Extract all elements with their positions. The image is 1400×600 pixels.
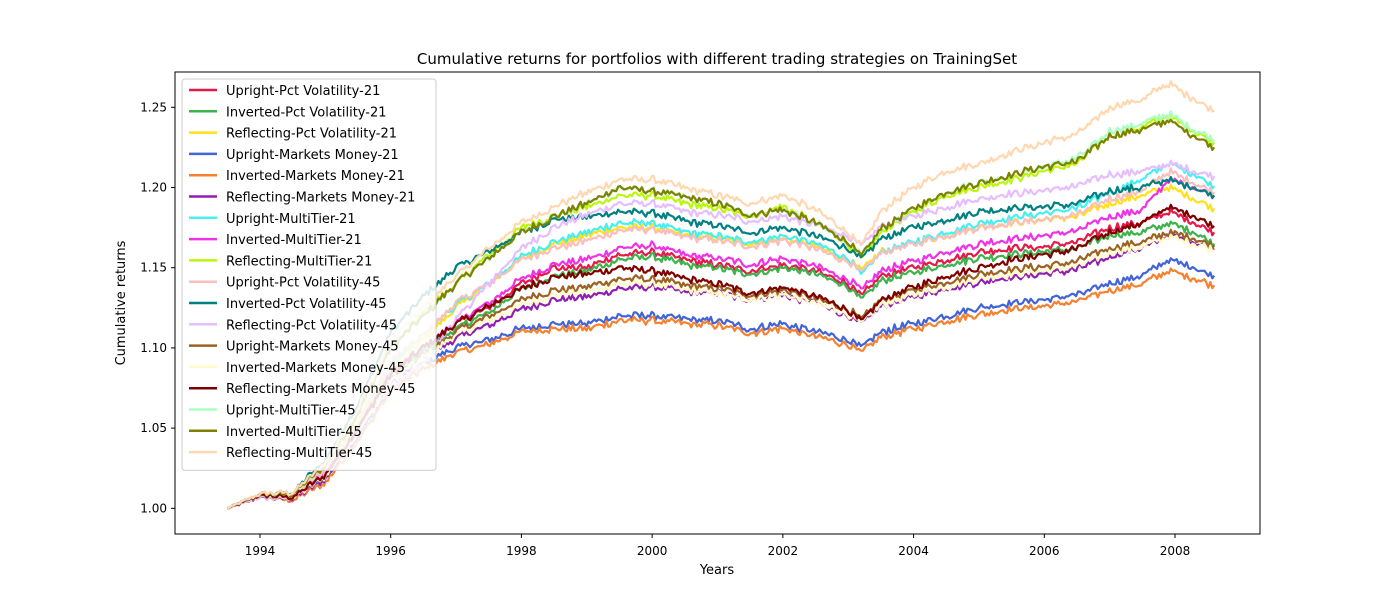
legend-label: Upright-Markets Money-45 bbox=[226, 340, 399, 355]
chart-title: Cumulative returns for portfolios with d… bbox=[417, 50, 1017, 68]
y-tick-label: 1.10 bbox=[140, 341, 167, 355]
legend-entry: Reflecting-Pct Volatility-21 bbox=[189, 127, 397, 142]
x-tick-label: 2004 bbox=[898, 544, 929, 558]
legend-entry: Upright-Pct Volatility-21 bbox=[189, 84, 380, 99]
y-tick-label: 1.15 bbox=[140, 261, 167, 275]
legend-label: Inverted-Markets Money-21 bbox=[226, 169, 405, 184]
legend-label: Reflecting-Markets Money-21 bbox=[226, 191, 415, 206]
legend-label: Inverted-Pct Volatility-21 bbox=[226, 105, 387, 120]
legend-label: Inverted-Markets Money-45 bbox=[226, 361, 405, 376]
x-tick-label: 2002 bbox=[768, 544, 799, 558]
x-tick-label: 1996 bbox=[375, 544, 406, 558]
x-tick-label: 1994 bbox=[245, 544, 276, 558]
legend-entry: Inverted-Markets Money-45 bbox=[189, 361, 405, 376]
legend-label: Reflecting-MultiTier-21 bbox=[226, 254, 372, 269]
legend-entry: Upright-Markets Money-45 bbox=[189, 340, 399, 355]
legend-label: Upright-MultiTier-21 bbox=[226, 212, 356, 227]
x-tick-label: 2006 bbox=[1029, 544, 1060, 558]
legend-entry: Upright-MultiTier-21 bbox=[189, 212, 356, 227]
legend-entry: Reflecting-MultiTier-45 bbox=[189, 446, 372, 461]
legend-entry: Reflecting-Pct Volatility-45 bbox=[189, 318, 397, 333]
plot-frame bbox=[174, 71, 1261, 535]
y-axis-label: Cumulative returns bbox=[114, 240, 129, 365]
x-axis: 1994 1996 1998 2000 2002 2004 2006 2008 bbox=[245, 534, 1191, 558]
legend-entry: Reflecting-Markets Money-21 bbox=[189, 191, 415, 206]
legend-label: Reflecting-Markets Money-45 bbox=[226, 382, 415, 397]
legend-label: Reflecting-MultiTier-45 bbox=[226, 446, 372, 461]
legend-entry: Inverted-Pct Volatility-21 bbox=[189, 105, 387, 120]
legend-entry: Upright-MultiTier-45 bbox=[189, 404, 356, 419]
legend-entry: Inverted-MultiTier-21 bbox=[189, 233, 362, 248]
legend-entry: Inverted-MultiTier-45 bbox=[189, 425, 362, 440]
x-tick-label: 1998 bbox=[506, 544, 537, 558]
legend-label: Upright-Pct Volatility-45 bbox=[226, 276, 380, 291]
y-tick-label: 1.25 bbox=[140, 100, 167, 114]
x-tick-label: 2008 bbox=[1160, 544, 1191, 558]
legend-label: Upright-MultiTier-45 bbox=[226, 404, 356, 419]
legend-entry: Reflecting-Markets Money-45 bbox=[189, 382, 415, 397]
x-axis-label: Years bbox=[699, 563, 735, 578]
legend-entry: Reflecting-MultiTier-21 bbox=[189, 254, 372, 269]
legend: Upright-Pct Volatility-21 Inverted-Pct Vo… bbox=[181, 78, 437, 471]
legend-label: Upright-Markets Money-21 bbox=[226, 148, 399, 163]
y-tick-label: 1.05 bbox=[140, 421, 167, 435]
y-tick-label: 1.00 bbox=[140, 501, 167, 515]
legend-entry: Inverted-Markets Money-21 bbox=[189, 169, 405, 184]
x-tick-label: 2000 bbox=[637, 544, 668, 558]
legend-label: Upright-Pct Volatility-21 bbox=[226, 84, 380, 99]
legend-label: Inverted-MultiTier-21 bbox=[226, 233, 362, 248]
y-axis: 1.00 1.05 1.10 1.15 1.20 1.25 bbox=[140, 100, 175, 515]
legend-entry: Upright-Pct Volatility-45 bbox=[189, 276, 380, 291]
legend-label: Inverted-Pct Volatility-45 bbox=[226, 297, 387, 312]
legend-entry: Upright-Markets Money-21 bbox=[189, 148, 399, 163]
legend-label: Reflecting-Pct Volatility-45 bbox=[226, 318, 397, 333]
y-tick-label: 1.20 bbox=[140, 181, 167, 195]
legend-entry: Inverted-Pct Volatility-45 bbox=[189, 297, 387, 312]
legend-label: Reflecting-Pct Volatility-21 bbox=[226, 127, 397, 142]
legend-box bbox=[181, 78, 437, 471]
legend-label: Inverted-MultiTier-45 bbox=[226, 425, 362, 440]
